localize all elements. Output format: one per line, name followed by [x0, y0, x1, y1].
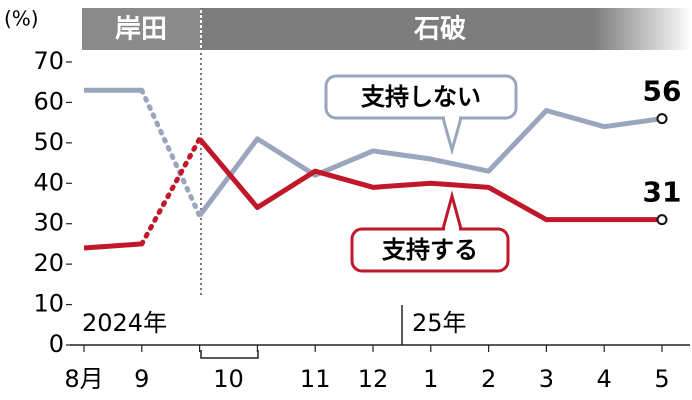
end-marker [656, 214, 668, 226]
line [83, 241, 142, 251]
x-tick-label: 8月 [64, 365, 103, 393]
legend-gap [445, 227, 459, 231]
year-label: 2024年 [82, 309, 167, 337]
legend-gap [445, 116, 459, 120]
line [139, 87, 203, 219]
x-tick-label: 1 [423, 365, 438, 393]
line [197, 108, 663, 218]
line [197, 137, 662, 223]
y-tick-label: 10 [33, 290, 64, 318]
era-label: 石破 [413, 15, 466, 45]
y-unit: (%) [4, 7, 39, 31]
legend-pointer [441, 117, 463, 156]
data-label: 56 [643, 75, 682, 108]
legend-pointer [441, 190, 463, 230]
y-tick-label: 70 [33, 47, 64, 75]
era-band [82, 8, 200, 50]
y-tick-label: 30 [33, 209, 64, 237]
x-tick-label: 2 [481, 365, 496, 393]
line [139, 136, 203, 247]
x-tick-label: 11 [300, 365, 331, 393]
month-bracket [200, 350, 259, 359]
data-label: 31 [643, 176, 682, 209]
legend-box [324, 74, 518, 120]
y-tick-label: 40 [33, 168, 64, 196]
era-band [202, 8, 692, 50]
x-tick-label: 4 [597, 365, 612, 393]
era-label: 岸田 [115, 15, 167, 45]
x-tick-label: 9 [134, 365, 149, 393]
x-tick-label: 5 [654, 365, 669, 393]
y-tick-label: 20 [33, 249, 64, 277]
legend-box [350, 227, 510, 273]
year-label: 25年 [412, 309, 467, 337]
y-tick-label: 60 [33, 87, 64, 115]
x-tick-label: 10 [213, 365, 244, 393]
end-marker [656, 113, 668, 125]
y-tick-label: 0 [49, 330, 64, 358]
legend-label: 支持しない [361, 83, 481, 111]
legend-label: 支持する [382, 236, 478, 264]
x-tick-label: 12 [358, 365, 389, 393]
y-tick-label: 50 [33, 128, 64, 156]
x-tick-label: 3 [539, 365, 554, 393]
